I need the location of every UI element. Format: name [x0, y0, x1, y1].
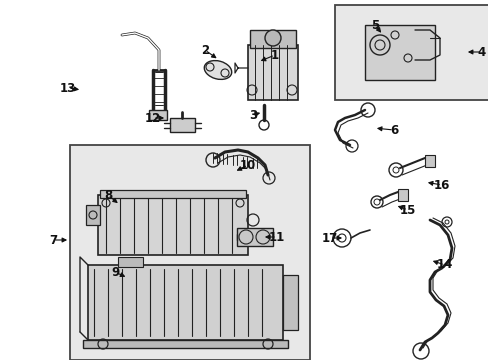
- Bar: [98, 195, 247, 255]
- Bar: [86, 205, 100, 225]
- Bar: [70, 145, 309, 360]
- Text: 6: 6: [389, 123, 397, 136]
- Text: 3: 3: [248, 108, 257, 122]
- Text: 9: 9: [111, 266, 119, 279]
- Bar: [397, 189, 407, 201]
- Text: 2: 2: [201, 44, 209, 57]
- Bar: [424, 155, 434, 167]
- Bar: [283, 275, 297, 330]
- Bar: [83, 340, 287, 348]
- Bar: [88, 265, 283, 340]
- Bar: [170, 118, 195, 132]
- Text: 11: 11: [268, 230, 285, 243]
- Text: 13: 13: [60, 81, 76, 95]
- Bar: [364, 25, 434, 80]
- Bar: [118, 257, 142, 267]
- Text: 7: 7: [49, 234, 57, 247]
- Text: 10: 10: [240, 158, 256, 171]
- Text: 12: 12: [144, 112, 161, 125]
- Text: 4: 4: [477, 45, 485, 59]
- Text: 17: 17: [321, 231, 337, 244]
- Bar: [247, 45, 297, 100]
- Bar: [149, 110, 167, 120]
- Bar: [237, 228, 272, 246]
- Bar: [334, 5, 488, 100]
- Bar: [249, 30, 295, 48]
- Circle shape: [264, 30, 281, 46]
- Text: 1: 1: [270, 49, 279, 62]
- Bar: [100, 190, 245, 198]
- Text: 14: 14: [436, 258, 452, 271]
- Ellipse shape: [204, 60, 231, 80]
- Text: 15: 15: [399, 203, 415, 216]
- Text: 16: 16: [433, 179, 449, 192]
- Text: 8: 8: [103, 189, 112, 202]
- Text: 5: 5: [370, 18, 378, 32]
